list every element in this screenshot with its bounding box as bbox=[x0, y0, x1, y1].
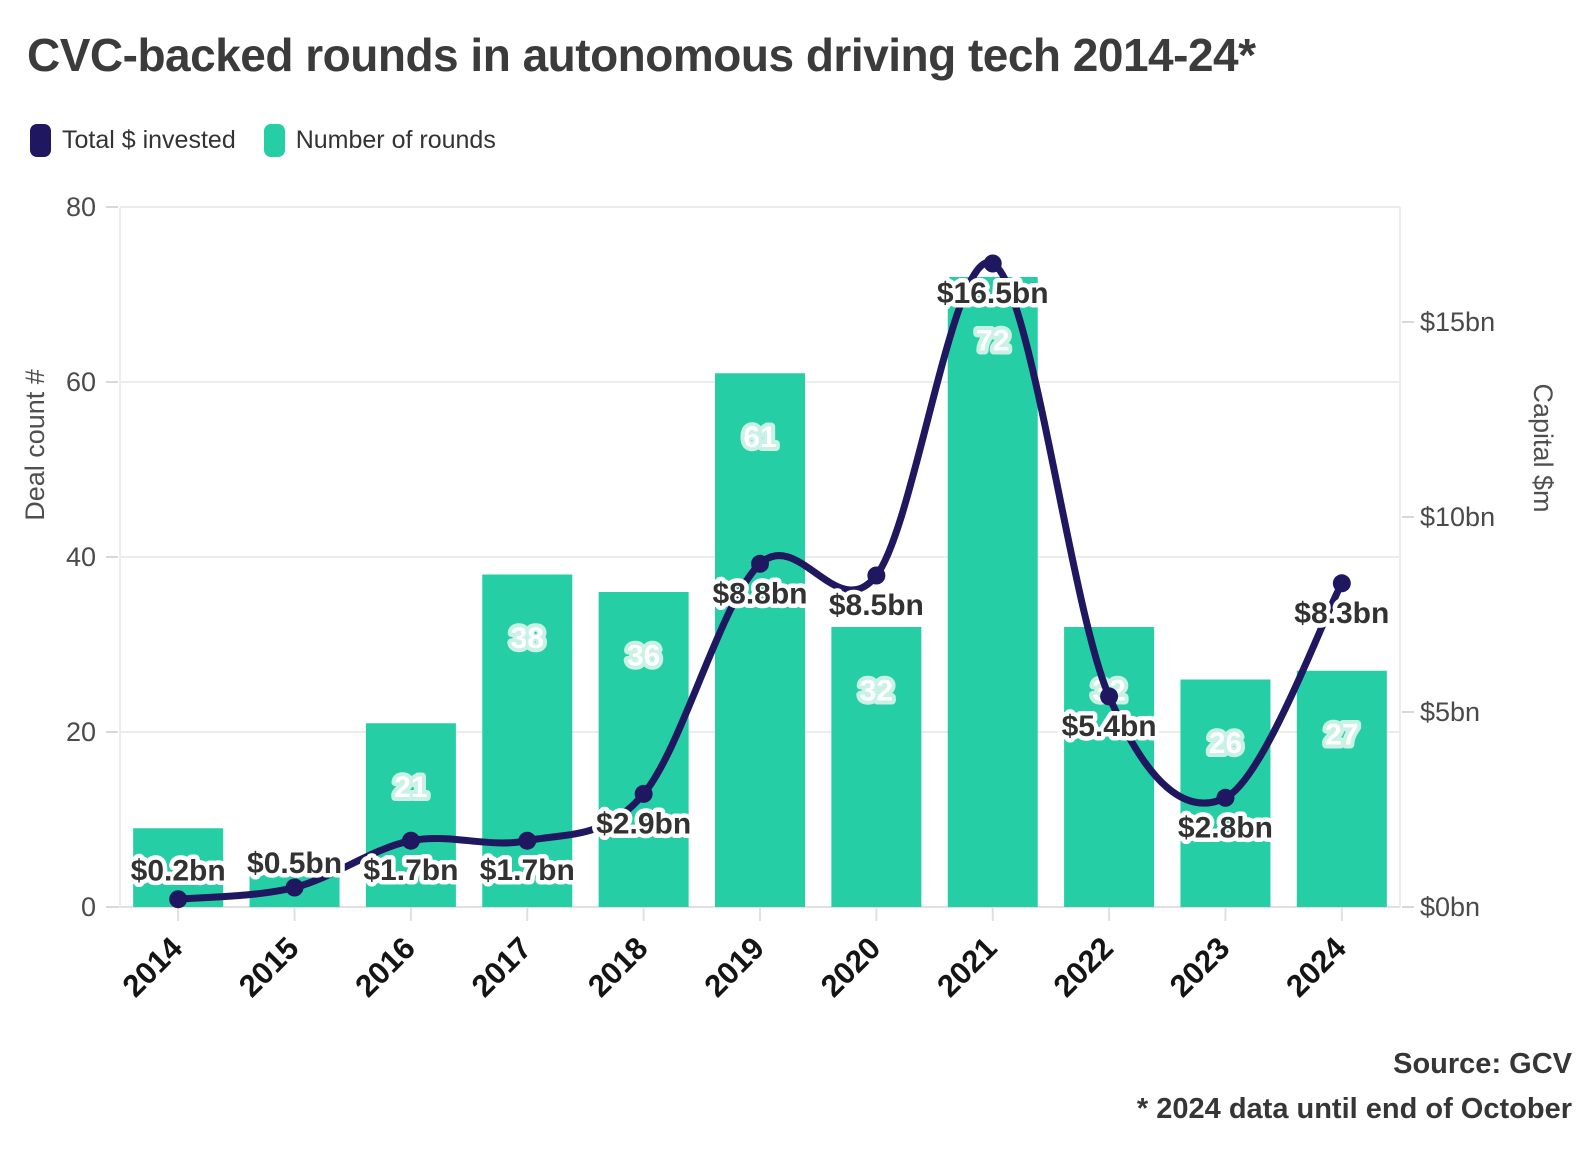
right-axis-title: Capital $m bbox=[1528, 383, 1558, 512]
legend-label: Total $ invested bbox=[62, 126, 236, 154]
legend: Total $ invested Number of rounds bbox=[30, 124, 524, 157]
x-tick-label-2024: 2024 bbox=[1279, 930, 1353, 1004]
line-point-2021 bbox=[983, 254, 1002, 273]
bar-2019 bbox=[715, 373, 805, 907]
line-point-2020 bbox=[867, 566, 886, 585]
bar-label-2023: 26 bbox=[1209, 727, 1242, 760]
bar-label-2017: 38 bbox=[511, 622, 544, 655]
left-axis-title: Deal count # bbox=[20, 369, 50, 521]
line-label-2020: $8.5bn bbox=[829, 589, 924, 622]
source-block: Source: GCV * 2024 data until end of Oct… bbox=[1137, 1042, 1572, 1132]
line-label-2022: $5.4bn bbox=[1062, 710, 1157, 743]
bar-2022 bbox=[1064, 627, 1155, 907]
line-label-2024: $8.3bn bbox=[1294, 597, 1389, 630]
left-tick-label-40: 40 bbox=[66, 542, 96, 572]
bar-2020 bbox=[831, 627, 922, 907]
right-tick-label-$5bn: $5bn bbox=[1420, 697, 1480, 727]
legend-swatch-navy bbox=[30, 124, 51, 157]
x-tick-label-2022: 2022 bbox=[1047, 930, 1121, 1004]
bar-label-2019: 61 bbox=[743, 421, 776, 454]
line-label-2016: $1.7bn bbox=[363, 854, 458, 887]
line-label-2018: $2.9bn bbox=[596, 807, 691, 840]
left-tick-label-20: 20 bbox=[66, 717, 96, 747]
source-text: Source: GCV bbox=[1393, 1048, 1572, 1080]
x-tick-label-2014: 2014 bbox=[116, 930, 190, 1004]
bar-label-2020: 32 bbox=[860, 675, 893, 708]
left-tick-label-60: 60 bbox=[66, 367, 96, 397]
legend-item-total-invested: Total $ invested bbox=[30, 124, 236, 157]
line-label-2015: $0.5bn bbox=[247, 847, 342, 880]
x-tick-label-2020: 2020 bbox=[814, 930, 888, 1004]
x-tick-label-2017: 2017 bbox=[465, 930, 539, 1004]
line-point-2022 bbox=[1100, 687, 1119, 706]
right-tick-label-$0bn: $0bn bbox=[1420, 892, 1480, 922]
legend-label: Number of rounds bbox=[295, 126, 496, 154]
line-label-2019: $8.8bn bbox=[712, 577, 807, 610]
left-tick-label-0: 0 bbox=[81, 892, 96, 922]
bar-2021 bbox=[947, 277, 1038, 907]
right-tick-label-$10bn: $10bn bbox=[1420, 502, 1495, 532]
x-tick-label-2023: 2023 bbox=[1163, 930, 1237, 1004]
bar-2024 bbox=[1296, 670, 1387, 907]
line-point-2017 bbox=[518, 831, 537, 850]
line-label-2014: $0.2bn bbox=[131, 855, 226, 888]
bar-label-2016: 21 bbox=[394, 771, 427, 804]
bar-label-2018: 36 bbox=[627, 640, 660, 673]
x-tick-label-2019: 2019 bbox=[697, 930, 771, 1004]
x-tick-label-2018: 2018 bbox=[581, 930, 655, 1004]
bar-2016 bbox=[365, 723, 456, 907]
line-point-2016 bbox=[401, 831, 420, 850]
bar-2017 bbox=[482, 574, 573, 907]
line-point-2023 bbox=[1216, 788, 1235, 807]
line-label-2017: $1.7bn bbox=[480, 854, 575, 887]
line-point-2014 bbox=[169, 890, 188, 909]
x-tick-label-2021: 2021 bbox=[930, 930, 1004, 1004]
line-point-2024 bbox=[1332, 574, 1351, 593]
line-label-2021: $16.5bn bbox=[937, 277, 1049, 310]
x-tick-label-2016: 2016 bbox=[348, 930, 422, 1004]
left-tick-label-80: 80 bbox=[66, 192, 96, 222]
bar-label-2021: 72 bbox=[976, 325, 1009, 358]
right-tick-label-$15bn: $15bn bbox=[1420, 307, 1495, 337]
footnote-text: * 2024 data until end of October bbox=[1136, 1093, 1572, 1125]
chart-title: CVC-backed rounds in autonomous driving … bbox=[27, 29, 1256, 81]
line-point-2015 bbox=[285, 878, 304, 897]
line-point-2019 bbox=[751, 554, 769, 573]
legend-swatch-teal bbox=[263, 124, 285, 157]
bar-label-2024: 27 bbox=[1325, 718, 1358, 751]
line-label-2023: $2.8bn bbox=[1178, 811, 1273, 844]
line-point-2018 bbox=[634, 784, 653, 803]
legend-item-number-of-rounds: Number of rounds bbox=[263, 124, 496, 157]
x-tick-label-2015: 2015 bbox=[232, 930, 306, 1004]
